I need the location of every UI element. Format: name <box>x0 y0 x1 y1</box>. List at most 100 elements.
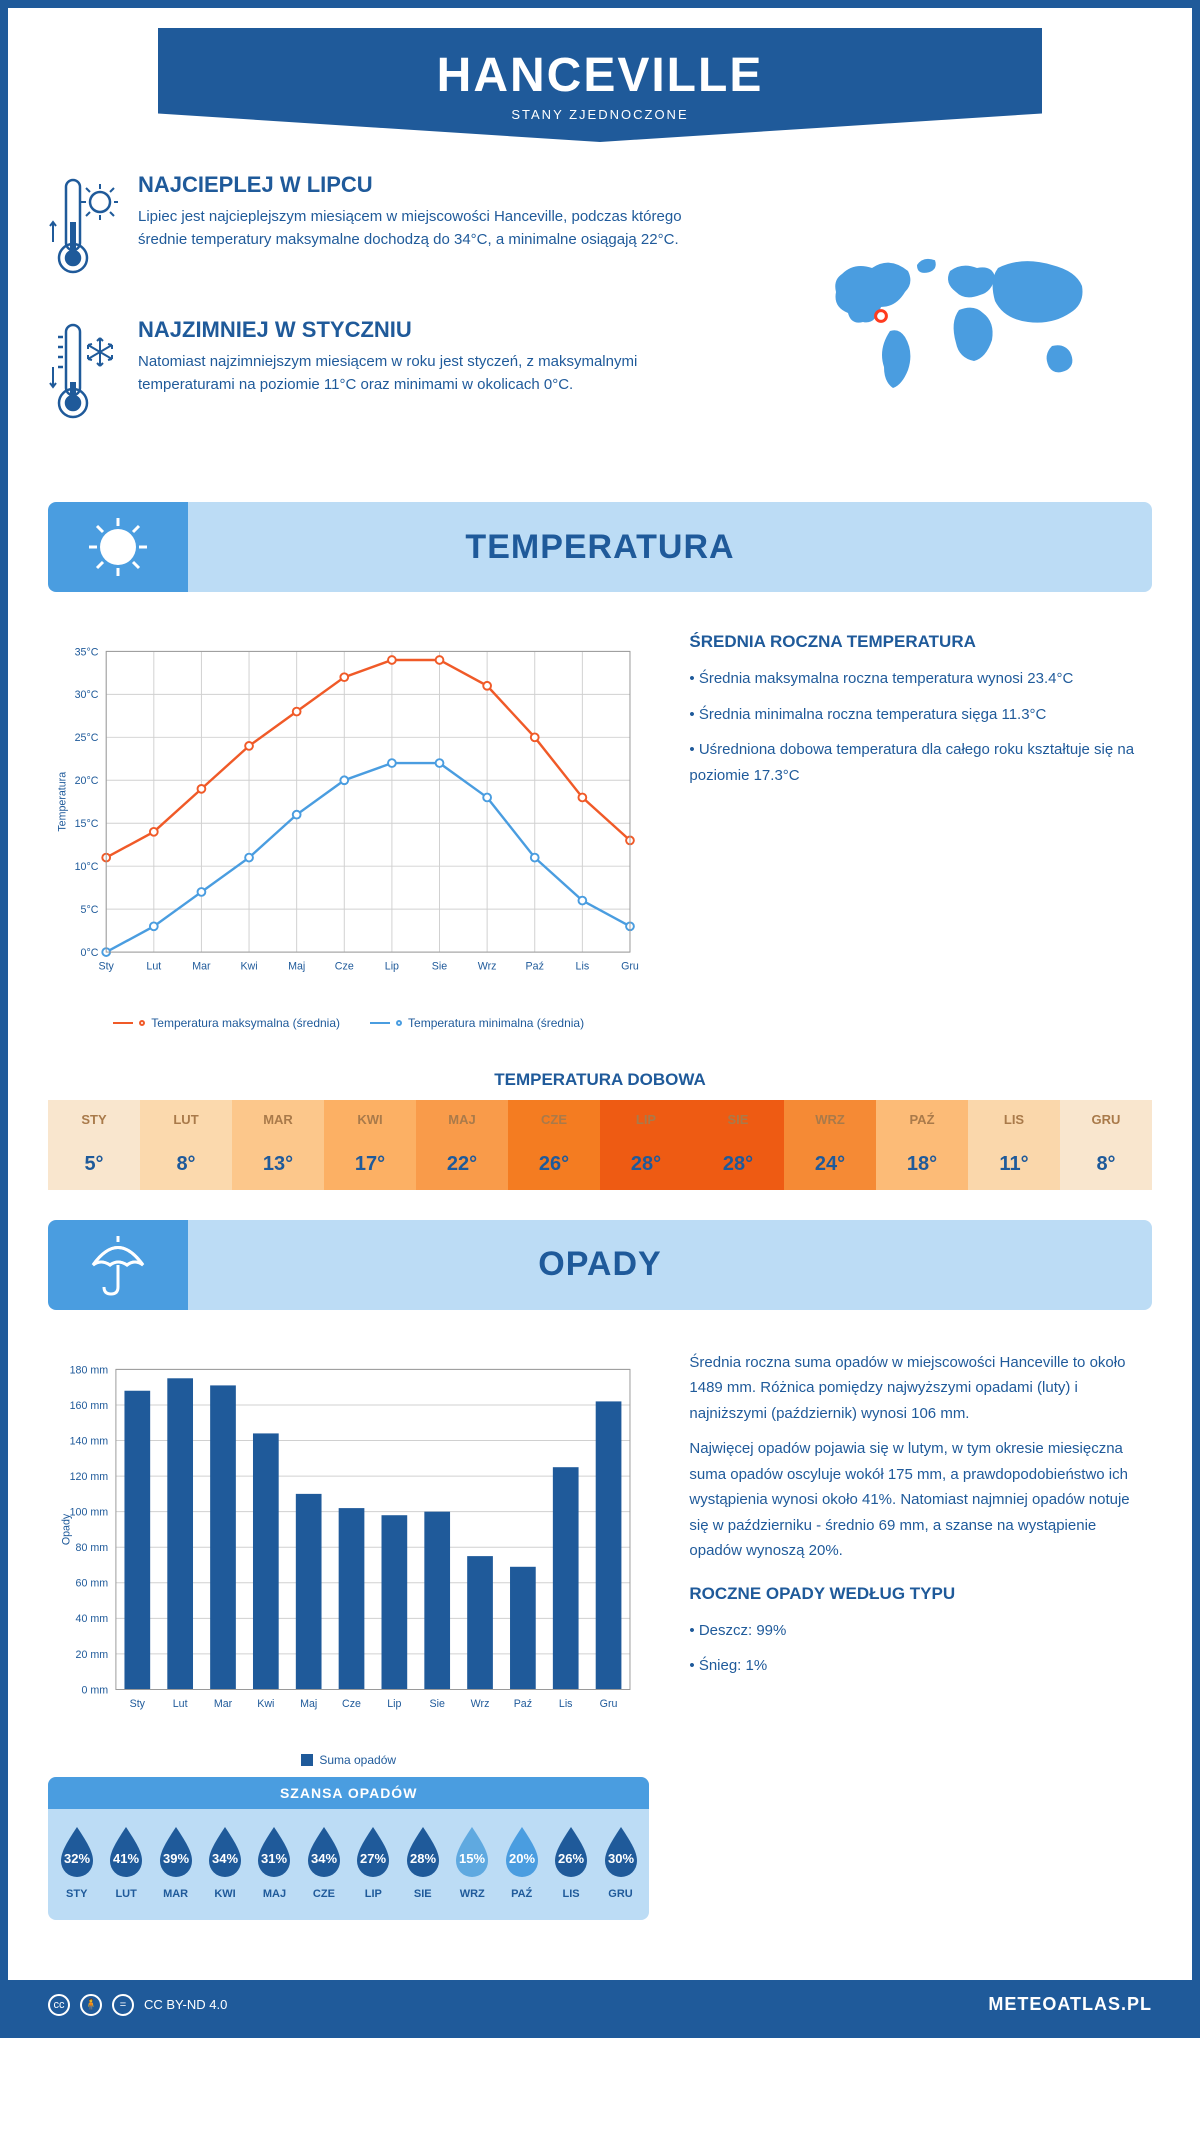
daily-value: 11° <box>968 1139 1060 1190</box>
svg-text:Cze: Cze <box>335 961 354 973</box>
temp-side-item: Średnia minimalna roczna temperatura się… <box>689 702 1152 728</box>
svg-text:28%: 28% <box>410 1851 436 1866</box>
svg-text:41%: 41% <box>113 1851 139 1866</box>
svg-text:180 mm: 180 mm <box>70 1364 109 1376</box>
svg-text:Lut: Lut <box>173 1698 188 1710</box>
svg-text:32%: 32% <box>64 1851 90 1866</box>
svg-text:27%: 27% <box>360 1851 386 1866</box>
wind-swirl-icon <box>48 0 168 8</box>
chance-drop: 34% CZE <box>302 1823 346 1900</box>
daily-cell: CZE26° <box>508 1100 600 1190</box>
svg-text:25°C: 25°C <box>75 732 99 744</box>
temp-side-title: ŚREDNIA ROCZNA TEMPERATURA <box>689 632 1152 652</box>
svg-text:Lis: Lis <box>559 1698 573 1710</box>
svg-text:20°C: 20°C <box>75 775 99 787</box>
daily-month: PAŹ <box>876 1100 968 1139</box>
precipitation-legend: Suma opadów <box>48 1753 649 1767</box>
chance-month: LIS <box>549 1888 593 1900</box>
svg-text:Sie: Sie <box>429 1698 444 1710</box>
svg-text:Paź: Paź <box>526 961 544 973</box>
svg-text:140 mm: 140 mm <box>70 1435 109 1447</box>
warmest-title: NAJCIEPLEJ W LIPCU <box>138 172 732 198</box>
svg-text:Sty: Sty <box>98 961 114 973</box>
svg-text:Kwi: Kwi <box>240 961 257 973</box>
precip-type-item: Śnieg: 1% <box>689 1653 1152 1679</box>
chance-drop: 31%MAJ <box>252 1823 296 1900</box>
chance-month: CZE <box>302 1888 346 1900</box>
svg-text:120 mm: 120 mm <box>70 1471 109 1483</box>
temp-side-list: Średnia maksymalna roczna temperatura wy… <box>689 666 1152 788</box>
svg-text:Gru: Gru <box>600 1698 618 1710</box>
site-name: METEOATLAS.PL <box>988 1994 1152 2015</box>
svg-text:0 mm: 0 mm <box>81 1684 108 1696</box>
daily-month: MAR <box>232 1100 324 1139</box>
chance-month: GRU <box>599 1888 643 1900</box>
umbrella-icon <box>83 1230 153 1300</box>
chance-month: PAŹ <box>500 1888 544 1900</box>
city-title: HANCEVILLE <box>178 48 1022 103</box>
daily-value: 18° <box>876 1139 968 1190</box>
temperature-title: TEMPERATURA <box>465 528 734 567</box>
chance-month: WRZ <box>450 1888 494 1900</box>
daily-value: 5° <box>48 1139 140 1190</box>
svg-text:34%: 34% <box>311 1851 337 1866</box>
daily-cell: PAŹ18° <box>876 1100 968 1190</box>
sun-icon <box>83 512 153 582</box>
svg-text:20%: 20% <box>509 1851 535 1866</box>
daily-month: STY <box>48 1100 140 1139</box>
chance-drop: 34%KWI <box>203 1823 247 1900</box>
daily-value: 13° <box>232 1139 324 1190</box>
svg-text:Sie: Sie <box>432 961 447 973</box>
coldest-title: NAJZIMNIEJ W STYCZNIU <box>138 317 732 343</box>
svg-text:5°C: 5°C <box>81 904 99 916</box>
chance-drop: 15%WRZ <box>450 1823 494 1900</box>
daily-value: 28° <box>600 1139 692 1190</box>
nd-icon: = <box>112 1994 134 2016</box>
daily-temperature-table: STY5°LUT8°MAR13°KWI17°MAJ22°CZE26°LIP28°… <box>48 1100 1152 1190</box>
chance-drop: 41%LUT <box>104 1823 148 1900</box>
legend-item: Temperatura minimalna (średnia) <box>370 1016 584 1030</box>
svg-text:Sty: Sty <box>130 1698 146 1710</box>
svg-text:Lut: Lut <box>146 961 161 973</box>
cc-icon: cc <box>48 1994 70 2016</box>
daily-value: 8° <box>140 1139 232 1190</box>
by-icon: 🧍 <box>80 1994 102 2016</box>
svg-text:Gru: Gru <box>621 961 639 973</box>
svg-text:Opady: Opady <box>60 1513 72 1545</box>
precipitation-bar-chart: 0 mm20 mm40 mm60 mm80 mm100 mm120 mm140 … <box>48 1350 649 1738</box>
wind-icon <box>1032 0 1152 13</box>
svg-text:Cze: Cze <box>342 1698 361 1710</box>
svg-text:Maj: Maj <box>288 961 305 973</box>
chance-drop: 39%MAR <box>154 1823 198 1900</box>
precip-type-item: Deszcz: 99% <box>689 1618 1152 1644</box>
daily-value: 17° <box>324 1139 416 1190</box>
temp-side-item: Średnia maksymalna roczna temperatura wy… <box>689 666 1152 692</box>
daily-cell: WRZ24° <box>784 1100 876 1190</box>
chance-month: STY <box>55 1888 99 1900</box>
svg-text:34%: 34% <box>212 1851 238 1866</box>
chance-drop: 26%LIS <box>549 1823 593 1900</box>
svg-text:Lip: Lip <box>385 961 399 973</box>
daily-value: 24° <box>784 1139 876 1190</box>
svg-text:Wrz: Wrz <box>478 961 497 973</box>
chance-title: SZANSA OPADÓW <box>48 1777 649 1809</box>
daily-month: LIS <box>968 1100 1060 1139</box>
daily-value: 8° <box>1060 1139 1152 1190</box>
svg-text:39%: 39% <box>163 1851 189 1866</box>
chance-drop: 32% STY <box>55 1823 99 1900</box>
svg-text:60 mm: 60 mm <box>76 1577 109 1589</box>
country-subtitle: STANY ZJEDNOCZONE <box>178 107 1022 122</box>
temperature-legend: Temperatura maksymalna (średnia) Tempera… <box>48 1016 649 1030</box>
temperature-line-chart: 0°C5°C10°C15°C20°C25°C30°C35°CStyLutMarK… <box>48 632 649 1001</box>
daily-value: 22° <box>416 1139 508 1190</box>
temp-side-item: Uśredniona dobowa temperatura dla całego… <box>689 737 1152 788</box>
chance-month: MAJ <box>252 1888 296 1900</box>
svg-text:40 mm: 40 mm <box>76 1613 109 1625</box>
svg-text:Kwi: Kwi <box>257 1698 274 1710</box>
world-map <box>812 202 1112 442</box>
legend-item: Temperatura maksymalna (średnia) <box>113 1016 340 1030</box>
daily-cell: MAR13° <box>232 1100 324 1190</box>
svg-text:Paź: Paź <box>514 1698 532 1710</box>
chance-drop: 27%LIP <box>351 1823 395 1900</box>
chance-month: SIE <box>401 1888 445 1900</box>
